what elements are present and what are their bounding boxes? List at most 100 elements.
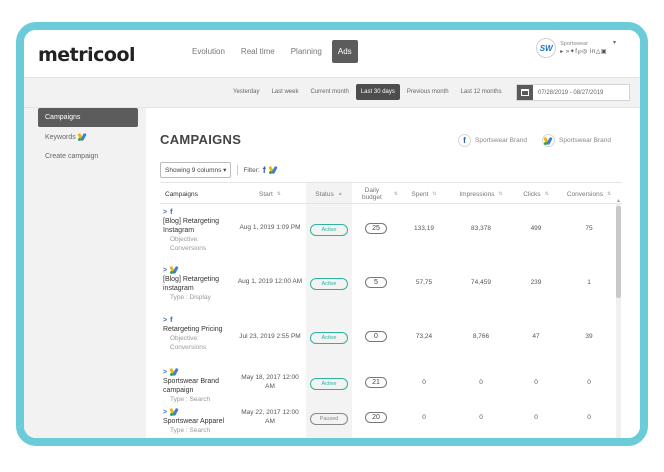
chevron-right-icon[interactable]: > — [163, 409, 168, 416]
budget-pill[interactable]: 20 — [365, 412, 387, 423]
column-header-status[interactable]: Status ▲ — [315, 190, 343, 198]
status-badge[interactable]: Active — [310, 378, 348, 390]
clicks-value: 499 — [530, 225, 542, 232]
campaign-cell: > f Retargeting Pricing Objective: Convers… — [160, 316, 230, 352]
impressions-value: 0 — [479, 379, 483, 386]
calendar-icon[interactable] — [517, 85, 533, 100]
status-badge[interactable]: Active — [310, 332, 348, 344]
brand-info: Sportswear ▸ »✦f℘◎ in△▣ — [560, 41, 607, 55]
status-cell: Active — [306, 278, 352, 290]
column-header-conversions[interactable]: Conversions ⇅ — [566, 190, 612, 198]
sort-icon: ⇅ — [276, 190, 281, 197]
period-last-30-days[interactable]: Last 30 days — [355, 84, 400, 100]
sidebar-item-create-campaign[interactable]: Create campaign — [38, 147, 138, 166]
brand-name: Sportswear — [560, 41, 589, 47]
table-row[interactable]: > Sportswear Brand campaign Type : Search… — [160, 367, 618, 406]
status-badge[interactable]: Active — [310, 224, 348, 236]
google-ads-icon — [77, 132, 87, 142]
date-filter-bar: Yesterday Last week Current month Last 3… — [24, 78, 640, 108]
period-selector: Yesterday Last week Current month Last 3… — [228, 84, 507, 100]
campaign-name[interactable]: [Blog] Retargeting instagram — [163, 276, 220, 292]
chevron-right-icon[interactable]: > — [163, 209, 168, 216]
chevron-down-icon[interactable]: ▾ — [612, 39, 616, 46]
impressions-value: 74,459 — [471, 279, 491, 286]
table-toolbar: Showing 9 columns ▾ Filter: f — [160, 162, 278, 178]
campaign-name[interactable]: [Blog] Retargeting Instagram — [163, 218, 220, 234]
status-cell: Active — [306, 332, 352, 344]
budget-pill[interactable]: 21 — [365, 377, 387, 388]
app-logo: metricool — [38, 44, 136, 66]
facebook-filter-icon[interactable]: f — [262, 165, 266, 175]
chevron-right-icon[interactable]: > — [163, 369, 168, 376]
period-current-month[interactable]: Current month — [310, 89, 349, 95]
sidebar-item-keywords[interactable]: Keywords — [38, 127, 138, 147]
budget-pill[interactable]: 5 — [365, 277, 387, 288]
table-row[interactable]: > f Retargeting Pricing Objective: Convers… — [160, 316, 618, 364]
status-cell: Active — [306, 224, 352, 236]
budget-pill[interactable]: 0 — [365, 331, 387, 342]
budget-cell: 20 — [354, 412, 398, 423]
date-range-picker[interactable]: 07/28/2019 - 08/27/2019 — [516, 84, 630, 101]
campaign-cell: > f [Blog] Retargeting Instagram Objective… — [160, 208, 230, 253]
account-google-ads[interactable]: Sportswear Brand — [542, 134, 611, 147]
table-scrollbar[interactable] — [616, 204, 621, 438]
campaign-name[interactable]: Sportswear Apparel — [163, 418, 225, 425]
account-name: Sportswear Brand — [475, 137, 528, 144]
impressions-value: 8,766 — [472, 333, 490, 340]
platform-filter: Filter: f — [237, 165, 278, 175]
budget-cell: 5 — [354, 277, 398, 288]
campaigns-table: Campaigns Start ⇅ Status ▲ Daily budget ⇅ S… — [160, 182, 622, 438]
column-header-start[interactable]: Start ⇅ — [259, 190, 281, 198]
sort-icon: ⇅ — [432, 190, 437, 197]
sort-icon: ⇅ — [393, 190, 398, 197]
nav-planning[interactable]: Planning — [290, 47, 322, 56]
column-header-clicks[interactable]: Clicks ⇅ — [523, 190, 549, 198]
campaign-type: Type : Display — [170, 294, 211, 301]
budget-cell: 25 — [354, 223, 398, 234]
table-row[interactable]: > [Blog] Retargeting instagram Type : Dis… — [160, 265, 618, 310]
sidebar: Campaigns Keywords Create campaign — [38, 108, 138, 166]
period-previous-month[interactable]: Previous month — [406, 89, 449, 95]
table-row[interactable]: > f [Blog] Retargeting Instagram Objective… — [160, 208, 618, 258]
period-last-week[interactable]: Last week — [271, 89, 299, 95]
scroll-up-icon[interactable]: ▲ — [616, 198, 621, 204]
columns-select[interactable]: Showing 9 columns ▾ — [160, 162, 232, 178]
chevron-right-icon[interactable]: > — [163, 267, 168, 274]
campaign-name[interactable]: Retargeting Pricing — [163, 326, 223, 333]
start-date: Aug 1, 2019 12:00 AM — [237, 278, 303, 285]
nav-ads[interactable]: Ads — [331, 40, 358, 63]
conversions-value: 0 — [587, 379, 591, 386]
sort-icon: ⇅ — [544, 190, 549, 197]
nav-evolution[interactable]: Evolution — [192, 47, 225, 56]
column-header-campaigns[interactable]: Campaigns — [165, 190, 198, 198]
google-ads-icon — [542, 134, 555, 147]
campaign-cell: > Sportswear Brand campaign Type : Search — [160, 367, 230, 404]
table-row[interactable]: > Sportswear Apparel Type : Search May 22… — [160, 407, 618, 438]
sidebar-item-campaigns[interactable]: Campaigns — [38, 108, 138, 127]
top-header: metricool Evolution Real time Planning A… — [24, 30, 640, 78]
google-ads-icon — [169, 407, 179, 417]
nav-real-time[interactable]: Real time — [240, 47, 275, 56]
column-header-spent[interactable]: Spent ⇅ — [411, 190, 437, 198]
period-yesterday[interactable]: Yesterday — [233, 89, 260, 95]
column-header-impressions[interactable]: Impressions ⇅ — [459, 190, 503, 198]
campaign-type: Type : Search — [170, 427, 211, 434]
period-last-12-months[interactable]: Last 12 months — [460, 89, 502, 95]
facebook-icon: f — [458, 134, 471, 147]
budget-pill[interactable]: 25 — [365, 223, 387, 234]
sort-up-icon: ▲ — [337, 190, 343, 197]
account-facebook[interactable]: f Sportswear Brand — [458, 134, 527, 147]
campaign-cell: > [Blog] Retargeting instagram Type : Dis… — [160, 265, 230, 302]
conversions-value: 0 — [587, 414, 591, 421]
campaign-name[interactable]: Sportswear Brand campaign — [163, 378, 220, 394]
google-ads-filter-icon[interactable] — [267, 165, 278, 175]
scrollbar-thumb[interactable] — [616, 206, 621, 298]
brand-switcher[interactable]: SW Sportswear ▸ »✦f℘◎ in△▣ ▾ — [536, 38, 616, 58]
table-header: Campaigns Start ⇅ Status ▲ Daily budget ⇅ S… — [160, 182, 622, 204]
campaign-cell: > Sportswear Apparel Type : Search — [160, 407, 230, 435]
status-badge[interactable]: Active — [310, 278, 348, 290]
column-header-daily-budget[interactable]: Daily budget ⇅ — [361, 187, 398, 201]
main-nav: Evolution Real time Planning Ads — [186, 40, 358, 63]
status-badge[interactable]: Paused — [310, 413, 348, 425]
chevron-right-icon[interactable]: > — [163, 317, 168, 324]
